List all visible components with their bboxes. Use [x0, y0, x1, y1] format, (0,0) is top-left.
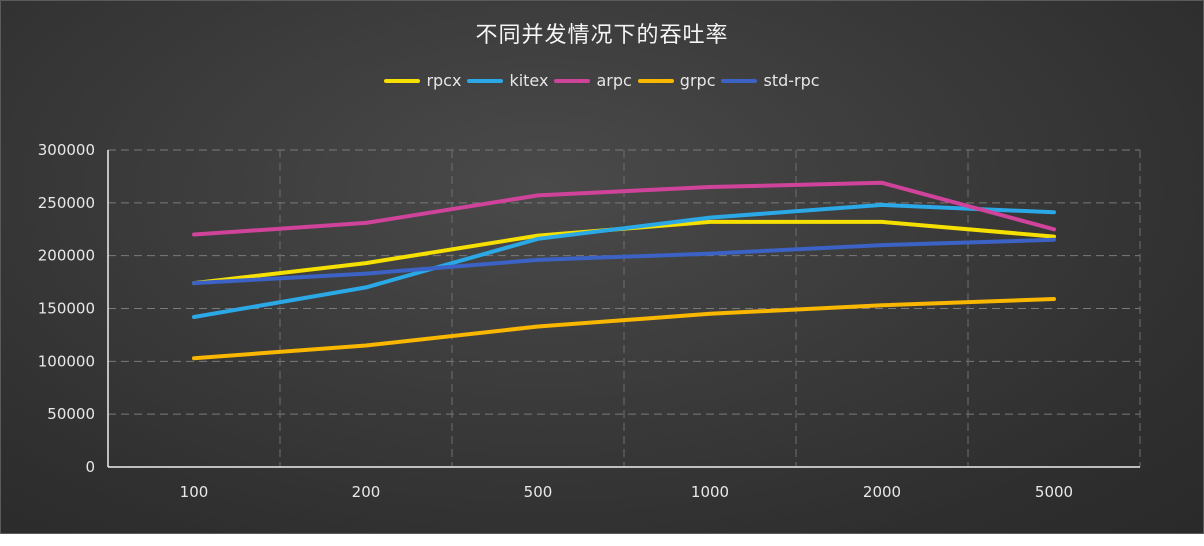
x-tick-label: 100: [180, 483, 209, 501]
legend-label: arpc: [596, 71, 632, 90]
x-tick-label: 2000: [863, 483, 901, 501]
x-tick-label: 200: [352, 483, 381, 501]
legend-swatch: [384, 78, 421, 83]
legend-label: grpc: [679, 71, 716, 90]
series-line-kitex: [192, 202, 1056, 319]
legend-label: std-rpc: [763, 71, 820, 90]
x-tick-label: 1000: [691, 483, 729, 501]
x-tick-label: 500: [524, 483, 553, 501]
y-tick-label: 0: [85, 458, 95, 476]
legend-label: rpcx: [426, 71, 462, 90]
x-tick-label: 5000: [1035, 483, 1073, 501]
legend-swatch: [721, 78, 758, 83]
y-tick-label: 250000: [38, 194, 95, 212]
legend-label: kitex: [509, 71, 549, 90]
legend-item-grpc[interactable]: grpc: [637, 71, 716, 90]
series-line-grpc: [192, 297, 1056, 361]
legend-item-std-rpc[interactable]: std-rpc: [721, 71, 820, 90]
chart-legend: rpcx kitex arpc grpc std-rpc: [1, 71, 1203, 90]
legend-swatch: [467, 78, 504, 83]
y-tick-label: 100000: [38, 352, 95, 370]
y-tick-label: 150000: [38, 300, 95, 318]
chart-title: 不同并发情况下的吞吐率: [475, 23, 729, 48]
y-tick-label: 200000: [38, 247, 95, 265]
legend-item-kitex[interactable]: kitex: [467, 71, 548, 90]
legend-item-arpc[interactable]: arpc: [554, 71, 632, 90]
legend-swatch: [554, 78, 591, 83]
y-tick-label: 50000: [47, 405, 95, 423]
series-line-std-rpc: [192, 237, 1056, 286]
series-line-arpc: [192, 180, 1056, 237]
legend-swatch: [637, 78, 674, 83]
y-tick-label: 300000: [38, 141, 95, 159]
legend-item-rpcx[interactable]: rpcx: [384, 71, 461, 90]
chart-frame: 不同并发情况下的吞吐率 rpcx kitex arpc grpc std-rpc: [0, 0, 1204, 534]
